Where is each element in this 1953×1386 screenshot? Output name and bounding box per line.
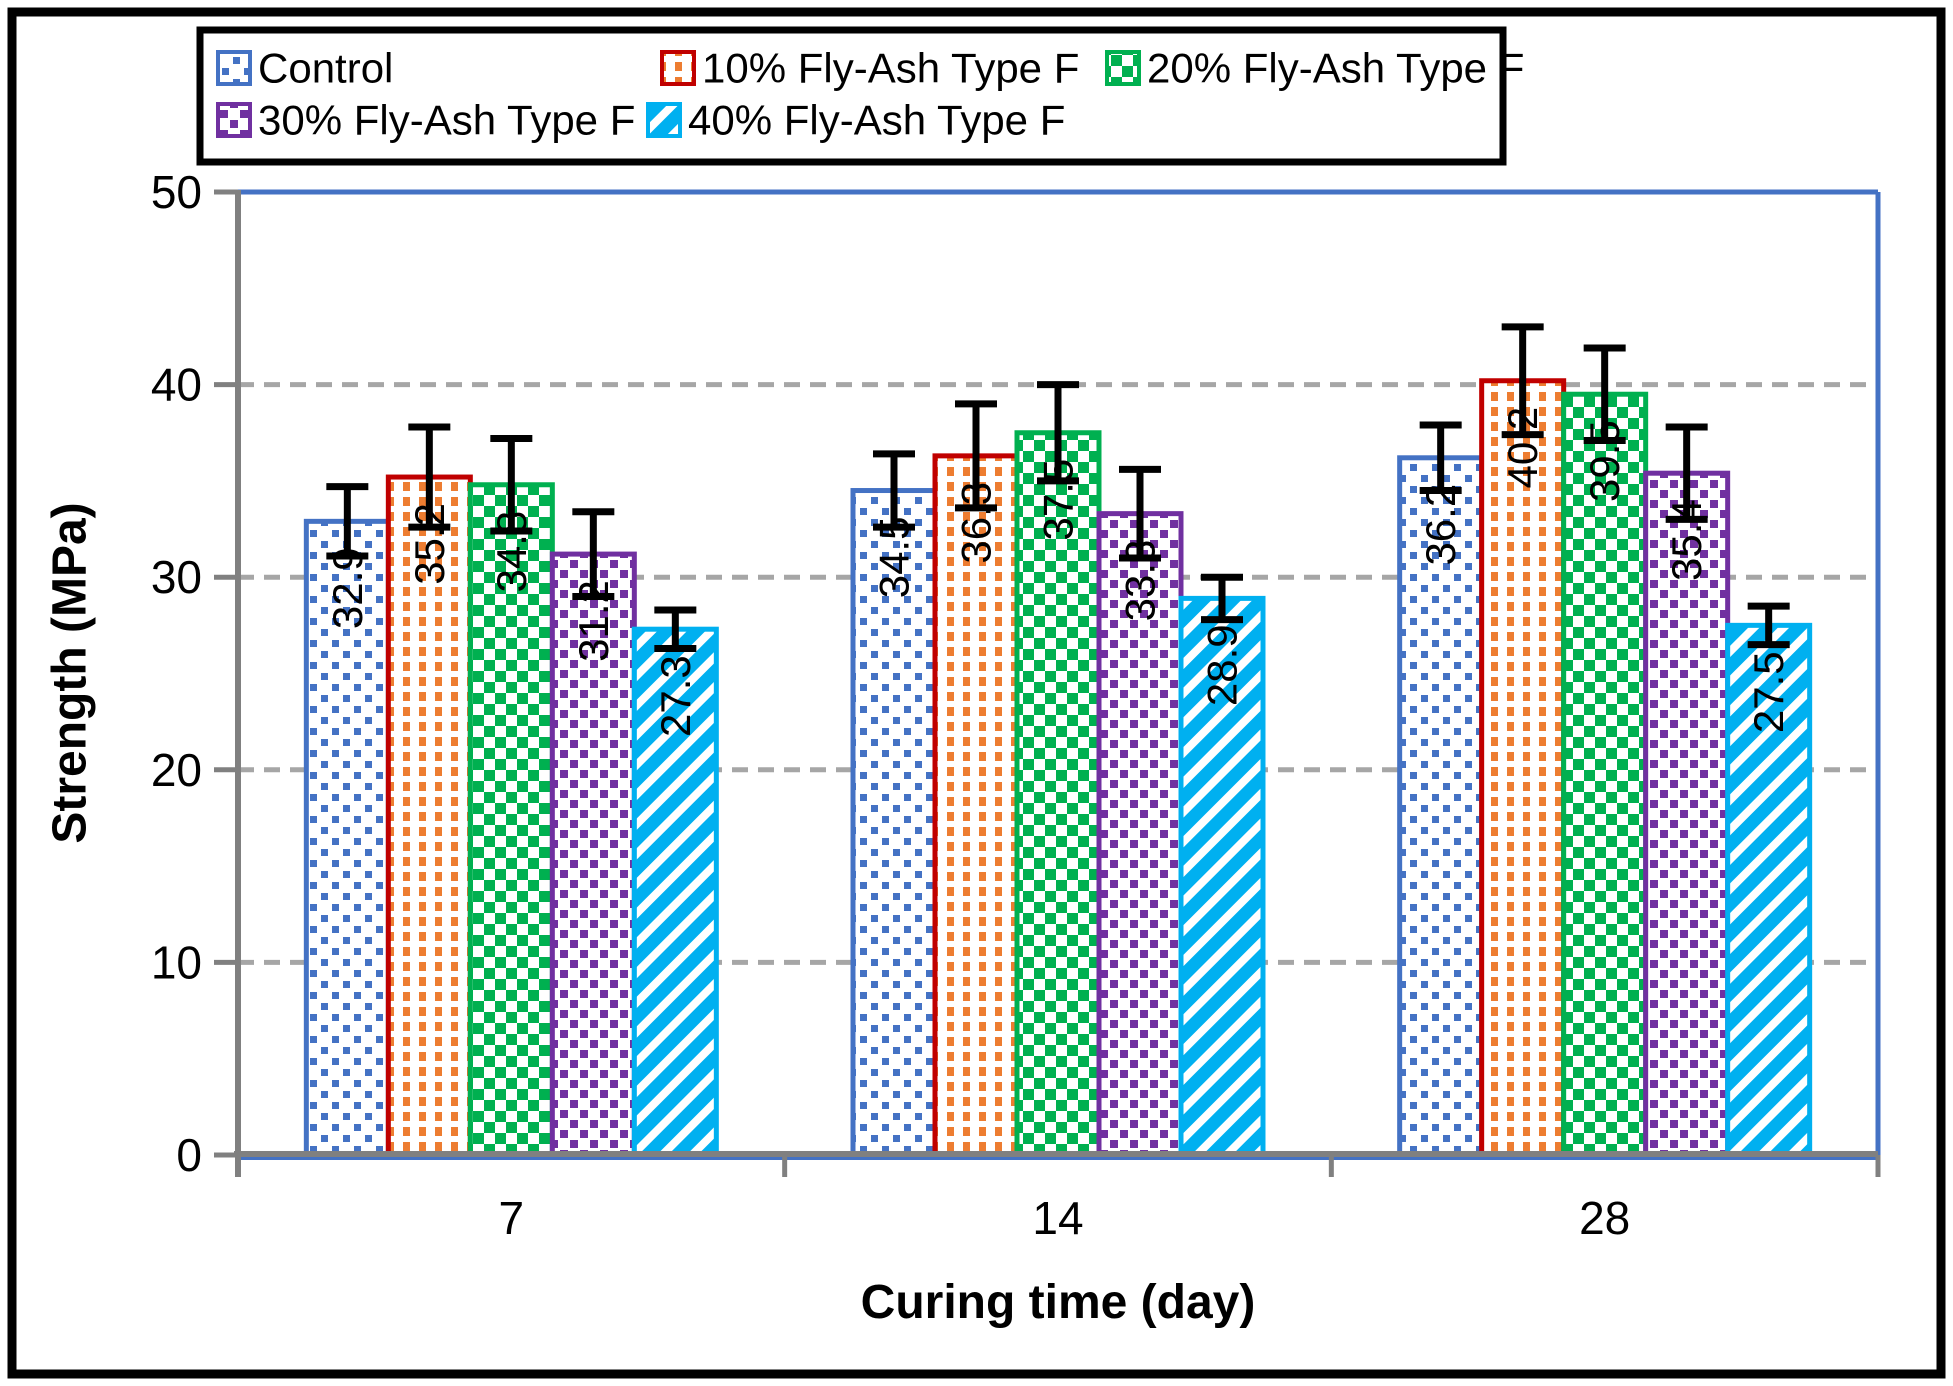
legend: Control 10% Fly-Ash Type F 20% Fly-Ash T… xyxy=(196,26,1524,166)
y-tick-label: 10 xyxy=(151,936,202,988)
bar-value-label: 27.3 xyxy=(652,655,699,737)
y-tick-label: 0 xyxy=(176,1129,202,1181)
legend-swatch-10pct xyxy=(660,50,696,86)
bar-value-label: 28.9 xyxy=(1199,624,1246,706)
x-tick-label: 28 xyxy=(1579,1192,1630,1244)
x-tick-label: 14 xyxy=(1032,1192,1083,1244)
y-axis-title: Strength (MPa) xyxy=(44,502,97,843)
legend-box xyxy=(196,26,1507,166)
legend-item-10pct-fly-ash: 10% Fly-Ash Type F xyxy=(660,45,1079,92)
y-tick-label: 50 xyxy=(151,166,202,218)
legend-label: 10% Fly-Ash Type F xyxy=(702,45,1079,92)
legend-item-40pct-fly-ash: 40% Fly-Ash Type F xyxy=(646,97,1065,144)
legend-item-20pct-fly-ash: 20% Fly-Ash Type F xyxy=(1105,45,1524,92)
bar-value-label: 36.2 xyxy=(1417,484,1464,566)
bar-40-fly-ash-type-f xyxy=(1725,622,1813,1158)
legend-item-30pct-fly-ash: 30% Fly-Ash Type F xyxy=(216,97,635,144)
legend-label: 40% Fly-Ash Type F xyxy=(688,97,1065,144)
legend-swatch-30pct xyxy=(216,102,252,138)
legend-label: Control xyxy=(258,45,393,92)
legend-label: 20% Fly-Ash Type F xyxy=(1147,45,1524,92)
legend-swatch-control xyxy=(216,50,252,86)
y-tick-label: 20 xyxy=(151,744,202,796)
x-tick-label: 7 xyxy=(499,1192,525,1244)
legend-swatch-20pct xyxy=(1105,50,1141,86)
bar-10-fly-ash-type-f xyxy=(1479,378,1567,1158)
bar-value-label: 32.9 xyxy=(324,547,371,629)
axes: 0 10 20 30 40 50 7 14 28 xyxy=(151,166,1881,1244)
bar-40-fly-ash-type-f xyxy=(1178,595,1266,1158)
legend-label: 30% Fly-Ash Type F xyxy=(258,97,635,144)
legend-item-control: Control xyxy=(216,45,393,92)
y-tick-label: 40 xyxy=(151,359,202,411)
bar-20-fly-ash-type-f xyxy=(1561,391,1649,1158)
bar-value-label: 27.5 xyxy=(1745,651,1792,733)
legend-swatch-40pct xyxy=(646,102,682,138)
x-axis-title: Curing time (day) xyxy=(861,1276,1256,1329)
y-tick-label: 30 xyxy=(151,551,202,603)
